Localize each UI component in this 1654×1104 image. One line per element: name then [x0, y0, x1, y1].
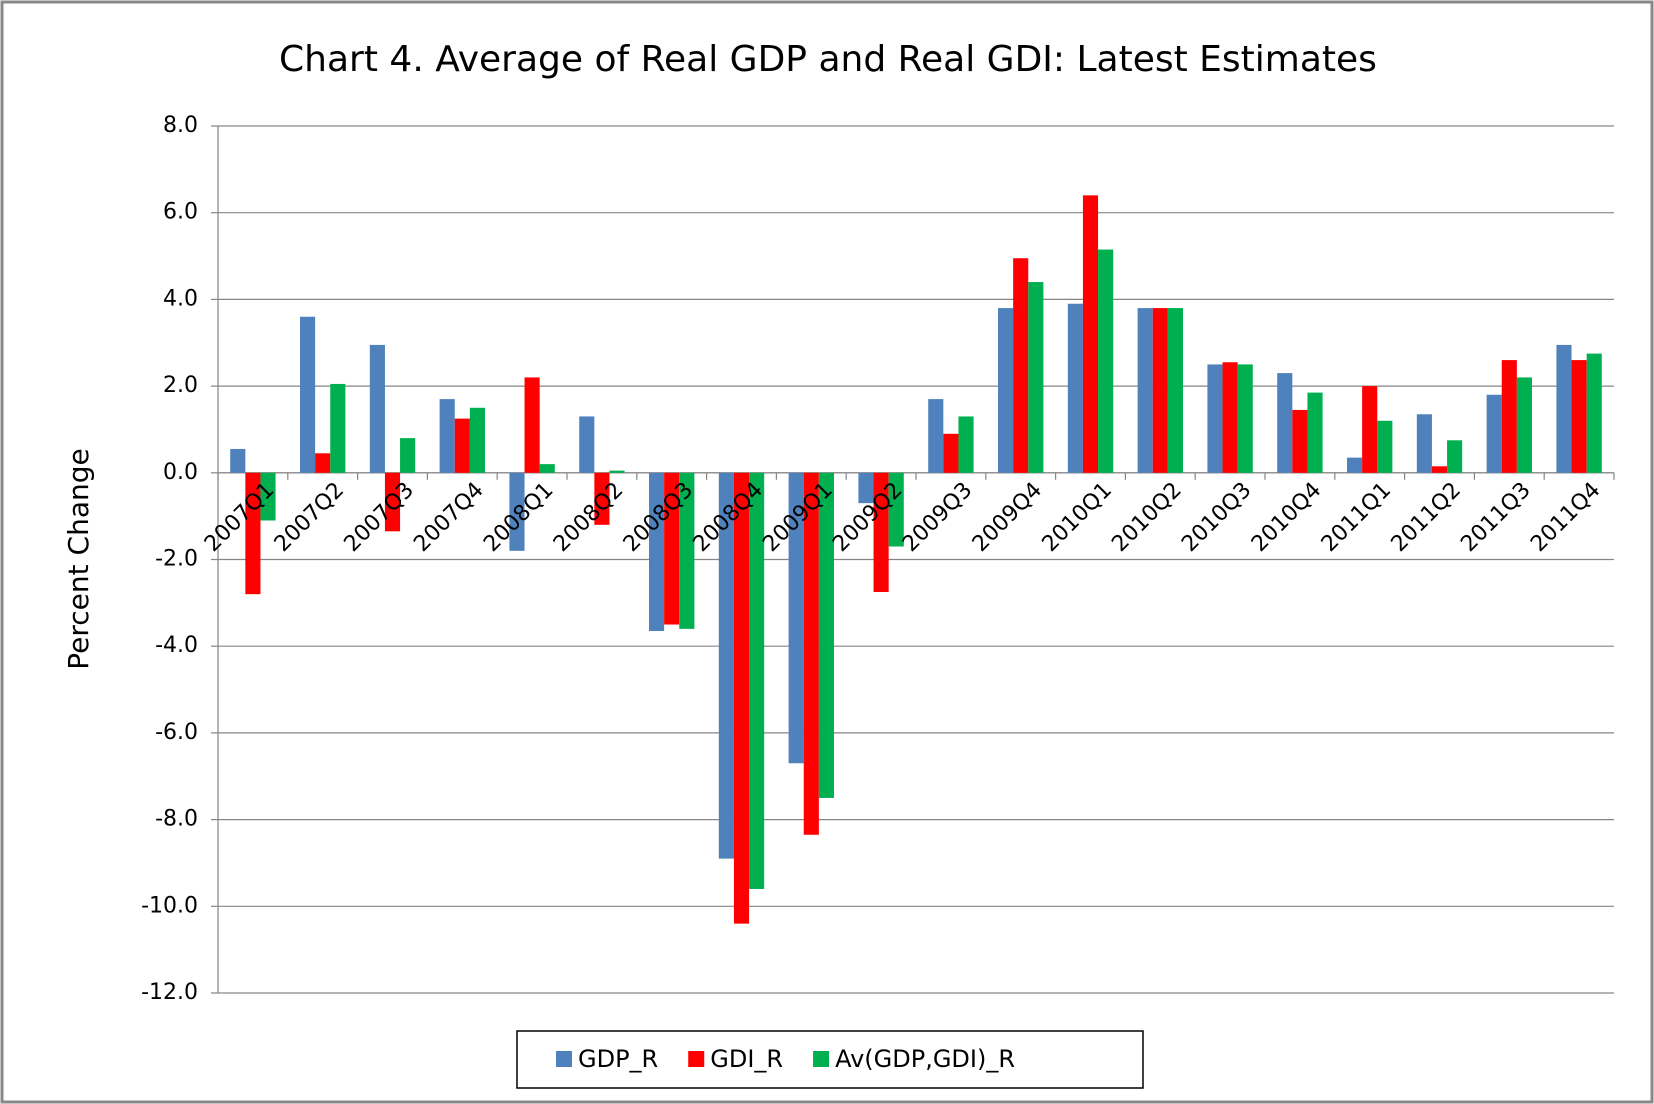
- bar: [1137, 308, 1153, 473]
- y-axis-label: Percent Change: [62, 448, 95, 669]
- y-tick-label: 6.0: [163, 200, 198, 225]
- y-tick-label: -2.0: [155, 547, 198, 572]
- bar: [1556, 344, 1572, 473]
- bar: [1586, 353, 1602, 473]
- bar: [1222, 362, 1238, 473]
- bar: [1486, 394, 1502, 473]
- bar: [928, 399, 944, 473]
- bar: [609, 470, 625, 473]
- bar: [1516, 377, 1532, 473]
- bar: [1416, 414, 1432, 473]
- bar: [943, 433, 959, 473]
- y-tick-label: -4.0: [155, 633, 198, 658]
- bar: [1237, 364, 1253, 473]
- bar: [818, 472, 834, 798]
- bar: [664, 472, 680, 625]
- bar: [1098, 249, 1114, 473]
- bar: [888, 472, 904, 547]
- bar: [594, 472, 610, 525]
- bar: [1028, 282, 1044, 473]
- bar: [1013, 258, 1029, 473]
- bar: [524, 377, 540, 473]
- bar: [1067, 303, 1083, 473]
- bar: [1377, 420, 1393, 473]
- bar: [1082, 195, 1099, 473]
- bar: [315, 453, 331, 473]
- bar: [369, 344, 385, 473]
- bar: [733, 472, 750, 924]
- bar: [998, 308, 1014, 473]
- legend-swatch: [688, 1051, 705, 1067]
- bar: [579, 416, 595, 473]
- bar: [1431, 466, 1448, 473]
- bar: [803, 472, 819, 835]
- y-tick-label: -8.0: [155, 807, 198, 832]
- y-tick-label: 8.0: [163, 113, 198, 138]
- bar: [230, 448, 246, 473]
- bar: [1501, 360, 1517, 473]
- y-tick-label: 4.0: [163, 286, 198, 311]
- bar: [469, 407, 485, 473]
- bar: [1167, 308, 1183, 473]
- bar: [454, 418, 470, 473]
- bar: [1347, 457, 1363, 473]
- legend-label: GDP_R: [578, 1045, 658, 1073]
- bar: [400, 438, 416, 473]
- bar: [384, 472, 401, 532]
- legend-box: [516, 1030, 1144, 1089]
- y-tick-label: -10.0: [141, 893, 198, 918]
- bar: [858, 472, 874, 504]
- bar: [679, 472, 695, 629]
- bar: [718, 472, 734, 859]
- bar: [245, 472, 261, 595]
- y-tick-label: -6.0: [155, 720, 198, 745]
- y-tick-label: 2.0: [163, 373, 198, 398]
- bar: [788, 472, 804, 764]
- y-tick-label: 0.0: [163, 460, 198, 485]
- bar: [1571, 360, 1587, 473]
- legend-swatch: [813, 1051, 830, 1067]
- legend-label: GDI_R: [710, 1045, 783, 1073]
- bar: [1292, 409, 1308, 473]
- bar: [1207, 364, 1223, 473]
- bar: [439, 399, 455, 473]
- bar: [260, 472, 276, 521]
- bar: [539, 464, 555, 473]
- bar: [1277, 373, 1293, 473]
- bar: [1447, 440, 1463, 473]
- bar: [1307, 392, 1323, 473]
- bar: [1152, 308, 1168, 473]
- chart-title: Chart 4. Average of Real GDP and Real GD…: [279, 39, 1377, 80]
- bar: [649, 472, 665, 632]
- bar: [873, 472, 889, 593]
- bar: [300, 316, 316, 473]
- bar: [749, 472, 765, 889]
- bar: [958, 416, 974, 473]
- legend-swatch: [556, 1051, 572, 1067]
- bar: [509, 472, 525, 551]
- y-tick-label: -12.0: [141, 980, 198, 1005]
- legend-label: Av(GDP,GDI)_R: [835, 1045, 1015, 1073]
- bar: [330, 383, 346, 473]
- bar: [1362, 386, 1378, 473]
